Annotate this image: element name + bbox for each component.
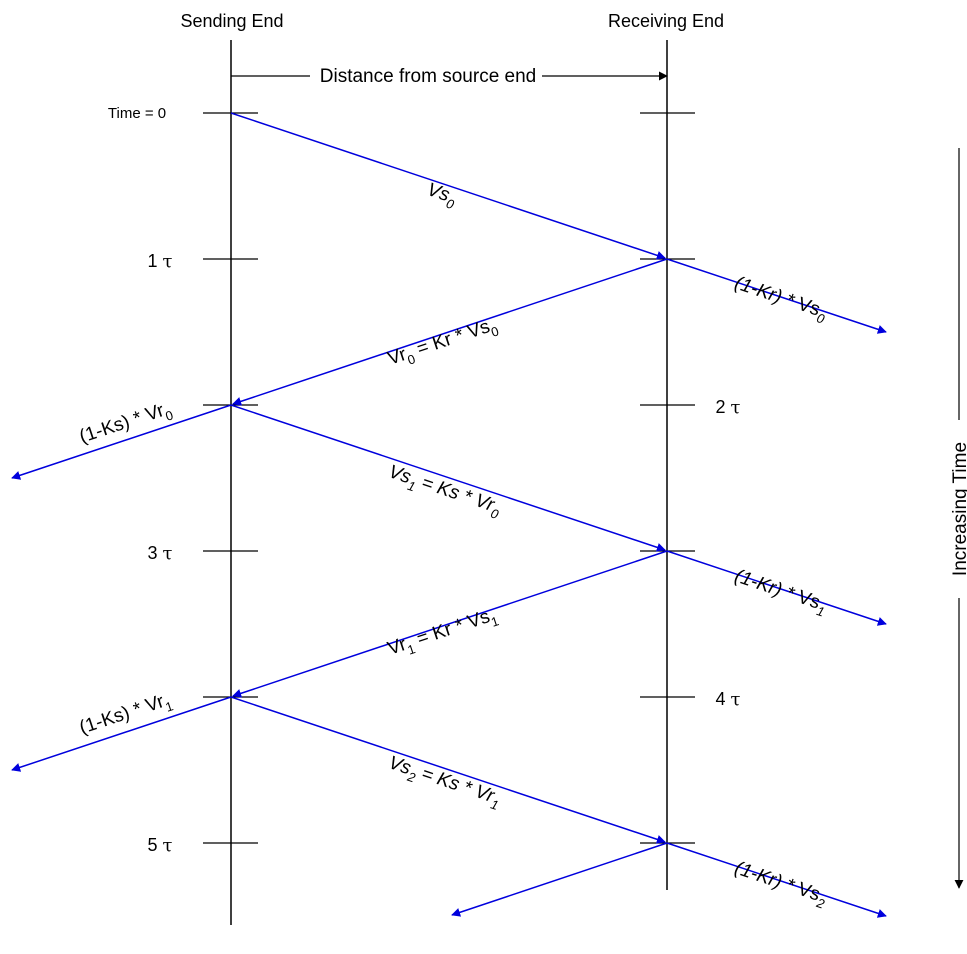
label-vs0: Vs0 — [423, 179, 460, 212]
wave-vr1 — [232, 550, 668, 698]
wave-vs1 — [230, 404, 666, 552]
label-transmitted-vs0: (1-Kr) * Vs0 — [731, 273, 831, 327]
transmitted-vs0 — [666, 258, 887, 334]
label-vs1: Vs1 = Ks * Vr0 — [385, 461, 505, 522]
label-transmitted-vr0: (1-Ks) * Vr0 — [77, 398, 175, 452]
sending-end-header: Sending End — [180, 11, 283, 31]
wave-vr2 — [451, 842, 668, 917]
label-vs2: Vs2 = Ks * Vr1 — [385, 752, 504, 813]
transmitted-vs2 — [666, 842, 887, 918]
transmitted-vr0 — [11, 404, 232, 480]
time-zero-label: Time = 0 — [108, 105, 166, 122]
label-transmitted-vs1: (1-Kr) * Vs1 — [731, 566, 830, 620]
transmitted-vs1 — [666, 550, 887, 626]
label-transmitted-vs2: (1-Kr) * Vs2 — [731, 858, 831, 912]
wave-lines — [11, 112, 887, 918]
distance-label: Distance from source end — [320, 66, 537, 87]
label-vr1: Vr1 = Kr * Vs1 — [385, 604, 501, 664]
label-vr0: Vr0 = Kr * Vs0 — [385, 314, 501, 374]
label-transmitted-vr1: (1-Ks) * Vr1 — [77, 689, 175, 743]
receiving-end-header: Receiving End — [608, 11, 724, 31]
time-axis-label: Increasing Time — [950, 442, 967, 576]
transmitted-vr1 — [11, 696, 232, 772]
wave-vs2 — [230, 696, 666, 844]
wave-vr0 — [232, 258, 668, 406]
wave-vs0 — [230, 112, 666, 260]
